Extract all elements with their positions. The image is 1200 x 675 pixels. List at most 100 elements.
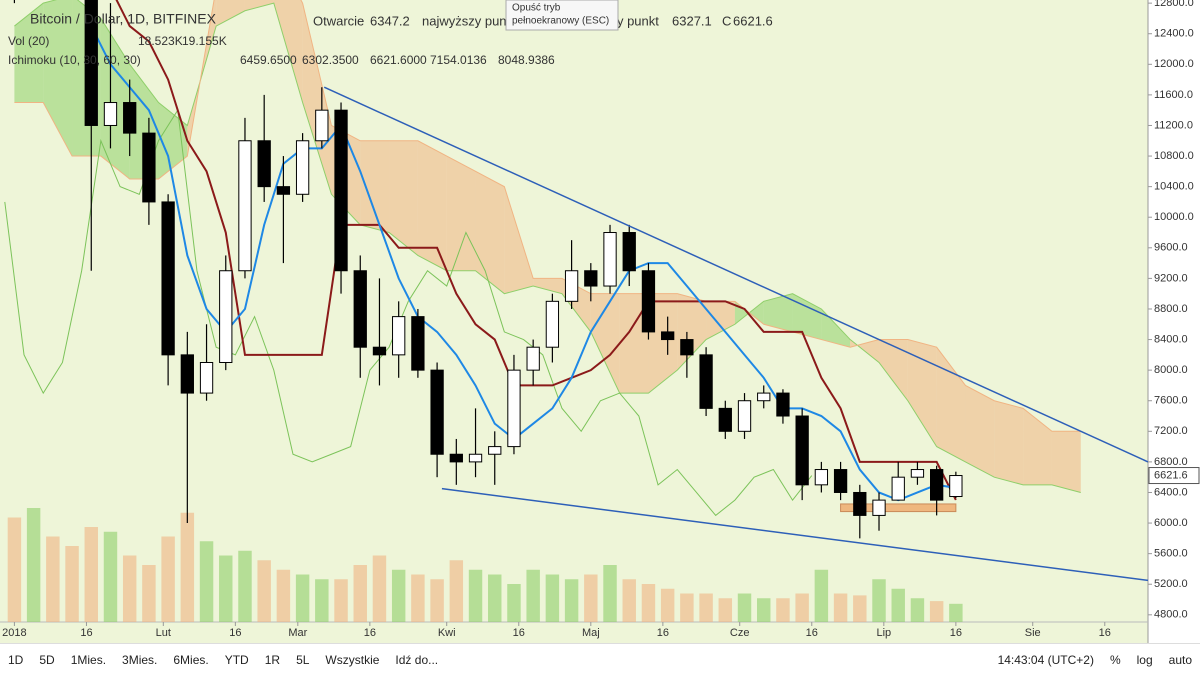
range-button[interactable]: Wszystkie <box>325 652 380 667</box>
volume-bar <box>545 574 560 622</box>
tenkan-line <box>85 0 957 502</box>
span-a-line <box>14 0 1081 493</box>
x-tick-label: 16 <box>1099 627 1111 639</box>
axis-background <box>1148 0 1200 643</box>
candle-body <box>930 469 944 501</box>
y-tick-label: 6800.0 <box>1154 456 1188 468</box>
candle-body <box>468 453 483 463</box>
clock: 14:43:04 (UTC+2) <box>997 652 1094 667</box>
cloud-segment <box>648 293 678 394</box>
range-button[interactable]: 6Mies. <box>173 652 209 667</box>
volume-bar <box>7 517 22 622</box>
cloud-segment <box>792 293 822 340</box>
volume-bar <box>122 555 137 622</box>
volume-bar <box>795 593 809 622</box>
candle-body <box>411 316 425 371</box>
volume-bar <box>315 579 329 622</box>
x-tick-label: Cze <box>730 627 750 639</box>
range-button[interactable]: 1Mies. <box>70 652 107 667</box>
candle-body <box>123 102 137 134</box>
indicator-value: 6302.3500 <box>302 53 359 67</box>
candle-body <box>526 346 540 371</box>
range-button[interactable]: Idź do... <box>395 652 439 667</box>
x-tick-label: 16 <box>657 627 669 639</box>
y-tick-label: 5200.0 <box>1154 578 1188 590</box>
volume-bar <box>833 593 848 622</box>
volume-bar <box>526 569 540 622</box>
volume-bar <box>391 569 406 622</box>
cloud-segment <box>619 293 649 394</box>
range-button[interactable]: 3Mies. <box>122 652 158 667</box>
cloud-segment <box>879 339 908 401</box>
scale-button[interactable]: log <box>1136 652 1153 667</box>
candle-body <box>641 270 656 333</box>
volume-bar <box>65 546 79 622</box>
candle-body <box>353 270 367 348</box>
overlay: 4800.0 5200.0 5600.0 6000.0 6400.0 6800.0 7200… <box>2 0 1200 639</box>
x-tick-label: 2018 <box>2 627 26 639</box>
support-zone <box>840 503 957 513</box>
candle-body <box>622 232 636 272</box>
header-text: Otwarcie <box>313 13 364 28</box>
cloud-segment <box>417 140 447 271</box>
candle-body <box>564 270 579 302</box>
y-tick-label: 6400.0 <box>1154 486 1188 498</box>
header-text: 6327.1 <box>672 13 712 28</box>
candle-body <box>757 392 771 402</box>
candle-body <box>833 469 848 493</box>
y-tick-label: 8800.0 <box>1154 303 1188 315</box>
indicator-value: 8048.9386 <box>498 53 555 67</box>
volume-bar <box>641 584 656 622</box>
volume-bar <box>814 569 829 622</box>
candle-body <box>737 400 752 432</box>
candle-body <box>219 270 233 363</box>
candle-body <box>545 300 560 348</box>
candle-body <box>680 339 694 356</box>
cloud-segment <box>446 156 476 271</box>
header-text: 6621.6 <box>733 13 773 28</box>
cloud-segment <box>994 400 1024 485</box>
candle-body <box>603 232 617 287</box>
range-button[interactable]: YTD <box>224 652 249 667</box>
volume-bar <box>353 565 367 622</box>
cloud-segment <box>244 0 274 11</box>
x-tick-label: 16 <box>80 627 92 639</box>
candle-body <box>910 469 925 478</box>
candle-body <box>161 201 175 356</box>
candle-body <box>449 453 463 463</box>
range-button[interactable]: 5L <box>296 652 310 667</box>
volume-bar <box>199 541 214 622</box>
scale-button[interactable]: % <box>1109 652 1121 667</box>
header-text: C <box>722 13 731 28</box>
x-tick-label: Sie <box>1025 627 1041 639</box>
range-button[interactable]: 5D <box>39 652 55 667</box>
cloud-segment <box>763 293 793 332</box>
candle-body <box>430 369 444 455</box>
y-tick-label: 7200.0 <box>1154 425 1188 437</box>
y-tick-label: 9200.0 <box>1154 272 1188 284</box>
indicator-value: 18.523K <box>138 34 183 48</box>
y-tick-label: 10800.0 <box>1154 150 1194 162</box>
last-price-box <box>1148 467 1200 485</box>
candle-body <box>891 476 905 501</box>
tooltip-text: pełnoekranowy (ESC) <box>512 16 609 27</box>
indicator-value: 19.155K <box>182 34 227 48</box>
scale-button[interactable]: auto <box>1168 652 1192 667</box>
cloud-segment <box>187 0 217 157</box>
x-tick-label: 16 <box>513 627 525 639</box>
cloud-segment <box>965 385 995 478</box>
y-tick-label: 11600.0 <box>1154 89 1193 101</box>
candle-body <box>507 369 521 448</box>
candle-body <box>295 140 310 195</box>
volume-bar <box>891 588 905 622</box>
range-button[interactable]: 1R <box>264 652 281 667</box>
volume-bar <box>949 603 963 622</box>
volume-bar <box>26 508 41 622</box>
trendline <box>323 86 1148 463</box>
candle-body <box>949 475 963 498</box>
range-button[interactable]: 1D <box>8 652 24 667</box>
volume-bar <box>929 601 944 622</box>
y-tick-label: 11200.0 <box>1154 119 1193 131</box>
span-b-line <box>14 0 1081 432</box>
candle-body <box>142 132 156 203</box>
